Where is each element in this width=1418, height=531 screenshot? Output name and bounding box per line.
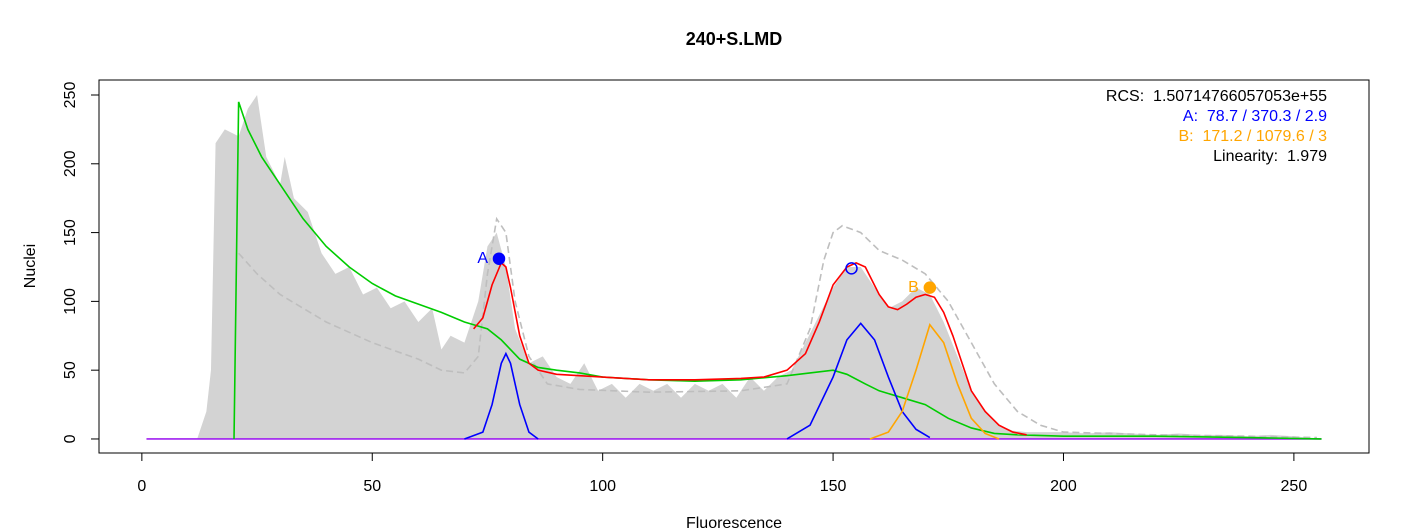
x-tick-label: 50 (363, 478, 381, 495)
x-tick-label: 250 (1281, 478, 1308, 495)
x-axis-label: Fluorescence (686, 515, 782, 531)
y-tick-label: 0 (62, 434, 79, 443)
plot-frame (98, 79, 1370, 454)
fit-curve (786, 322, 931, 440)
y-tick-label: 100 (62, 288, 79, 315)
fit-curve (464, 351, 539, 440)
fit-stat: B: 171.2 / 1079.6 / 3 (1178, 128, 1327, 145)
y-tick-label: 150 (62, 219, 79, 246)
fit-stat: RCS: 1.50714766057053e+55 (1106, 88, 1327, 105)
peak-label: A (477, 250, 488, 267)
y-axis-label: Nuclei (22, 244, 39, 288)
histogram-area (197, 94, 1322, 439)
y-tick-label: 250 (62, 82, 79, 109)
x-tick-label: 200 (1050, 478, 1077, 495)
y-tick-label: 50 (62, 361, 79, 379)
y-tick-label: 200 (62, 150, 79, 177)
fit-stat: Linearity: 1.979 (1213, 148, 1327, 165)
chart-title: 240+S.LMD (686, 29, 783, 49)
peak-label: B (908, 279, 919, 296)
x-tick-label: 0 (137, 478, 146, 495)
x-tick-label: 100 (589, 478, 616, 495)
peak-marker (845, 262, 858, 275)
peak-marker (492, 252, 506, 265)
fit-stat: A: 78.7 / 370.3 / 2.9 (1183, 108, 1327, 125)
fit-curve (473, 261, 1027, 436)
x-tick-label: 150 (820, 478, 847, 495)
dashed-curve (238, 216, 1317, 439)
fit-curve (869, 323, 1000, 440)
peak-marker (923, 281, 937, 294)
